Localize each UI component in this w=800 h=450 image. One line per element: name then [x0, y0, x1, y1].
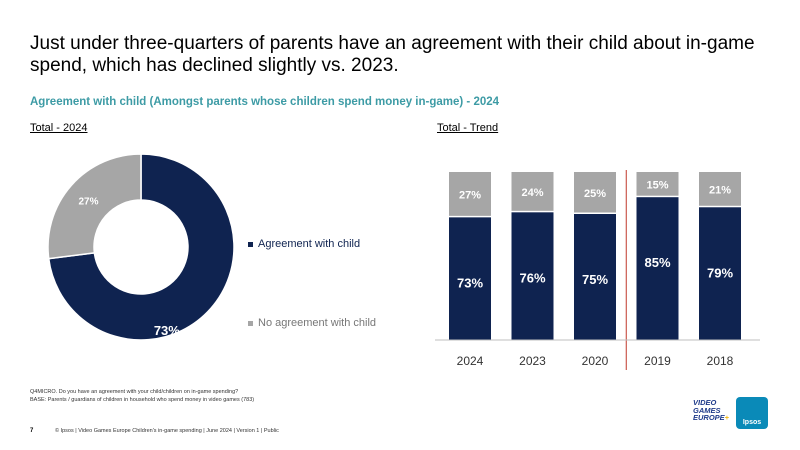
footer-text: © Ipsos | Video Games Europe Children's …	[55, 428, 279, 434]
donut-section-label: Total - 2024	[30, 122, 88, 134]
bar-2024-agreement	[449, 217, 491, 340]
bar-2024-no-agreement	[449, 172, 491, 216]
tick-label-2024: 2024	[457, 354, 484, 368]
bar-2020-agreement	[574, 214, 616, 340]
tick-label-2023: 2023	[519, 354, 546, 368]
bar-2018-agreement	[699, 207, 741, 340]
video-games-europe-logo: VIDEO GAMES EUROPE+	[693, 399, 729, 422]
bar-2018-no-agreement	[699, 172, 741, 206]
donut-slice-agreement-with-child	[47, 153, 235, 341]
tick-label-2020: 2020	[582, 354, 609, 368]
footnote-question: Q4MICRO. Do you have an agreement with y…	[30, 389, 239, 395]
legend-agreement: Agreement with child	[248, 238, 360, 250]
bar-label-2018-1: 21%	[709, 185, 731, 197]
trend-chart: 73% 27% 2024 76% 24% 2023 75% 25% 2020 85% 15% 2019…	[435, 170, 760, 370]
tick-label-2019: 2019	[644, 354, 671, 368]
legend-no-agreement-label: No agreement with child	[258, 317, 377, 329]
bar-2019-agreement	[636, 197, 679, 340]
logo-vge-line2: GAMES	[693, 405, 721, 415]
bar-2023-no-agreement	[511, 172, 554, 211]
trend-section-label: Total - Trend	[437, 122, 499, 134]
tick-label-2018: 2018	[707, 354, 734, 368]
bar-2019-no-agreement	[636, 172, 679, 196]
chart-subtitle: Agreement with child (Amongst parents wh…	[30, 96, 500, 108]
logo-vge-line3: EUROPE+	[693, 414, 729, 422]
bar-label-2024-0: 73%	[457, 275, 483, 290]
bar-label-2019-0: 85%	[644, 255, 670, 270]
donut-slice-no-agreement-with-child	[47, 153, 142, 260]
bar-label-2018-0: 79%	[707, 265, 733, 280]
bar-label-2023-1: 24%	[521, 187, 543, 199]
footnote-base: BASE: Parents / guardians of children in…	[30, 397, 255, 403]
legend-agreement-swatch	[248, 241, 253, 247]
page-title: Just under three-quarters of parents hav…	[30, 33, 755, 76]
plus-icon: +	[724, 413, 730, 422]
donut-label-1: 27%	[78, 197, 98, 208]
bar-label-2019-1: 15%	[646, 180, 668, 192]
logo-vge-line1: VIDEO	[693, 398, 717, 407]
bar-2023-agreement	[511, 212, 554, 340]
ipsos-logo: Ipsos	[736, 397, 768, 429]
legend-no-agreement-swatch	[248, 320, 253, 326]
legend-no-agreement: No agreement with child	[248, 317, 376, 329]
bar-label-2020-0: 75%	[582, 272, 608, 287]
donut-label-0: 73%	[154, 323, 180, 338]
bar-label-2020-1: 25%	[584, 188, 606, 200]
bar-2020-no-agreement	[574, 172, 616, 213]
page-number: 7	[30, 428, 34, 434]
logo-vge-line3-text: EUROPE	[693, 413, 725, 422]
bar-label-2024-1: 27%	[459, 190, 481, 202]
bar-label-2023-0: 76%	[519, 270, 545, 285]
legend-agreement-label: Agreement with child	[258, 238, 361, 250]
donut-chart: 73% 27%	[47, 153, 235, 341]
